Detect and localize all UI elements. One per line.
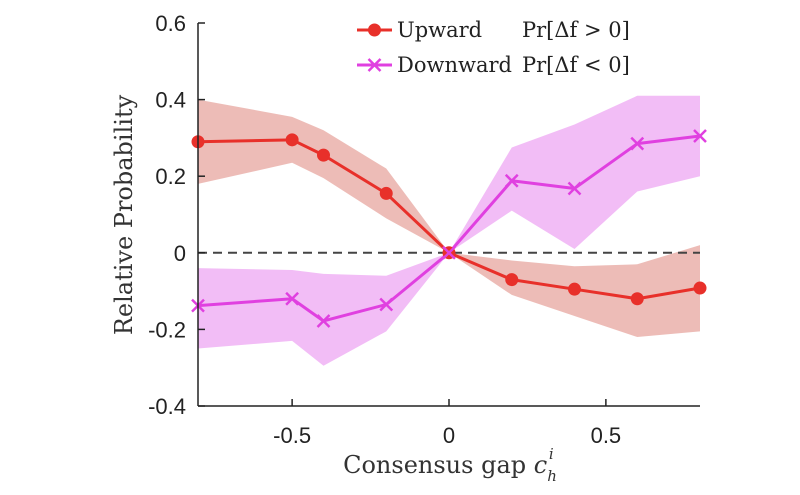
legend-item-upward: Upward Pr[Δf > 0]	[357, 18, 630, 42]
x-tick-label: 0	[443, 423, 455, 448]
downward-confidence-band	[198, 95, 700, 366]
legend-formula: Pr[Δf > 0]	[522, 18, 630, 42]
upward-data-point	[630, 292, 644, 306]
legend: Upward Pr[Δf > 0] Downward Pr[Δf < 0]	[357, 18, 630, 77]
y-tick-label: 0	[174, 241, 186, 266]
y-tick-label: -0.2	[148, 317, 186, 342]
series-markers	[191, 129, 707, 328]
axes	[197, 22, 700, 407]
legend-series-name: Downward	[397, 53, 512, 77]
x-tick-label: 0.5	[591, 423, 622, 448]
y-tick-label: -0.4	[148, 394, 186, 419]
upward-data-point	[568, 282, 581, 296]
downward-data-point	[504, 173, 519, 188]
downward-data-point	[316, 314, 331, 328]
downward-data-point	[693, 129, 707, 143]
downward-data-point	[567, 181, 582, 196]
y-tick-label: 0.6	[155, 11, 186, 36]
x-tick-label: -0.5	[273, 423, 311, 448]
x-axis-label: Consensus gap chi	[343, 445, 557, 485]
upward-data-point	[317, 148, 330, 162]
legend-swatch-marker	[367, 58, 382, 72]
legend-item-downward: Downward Pr[Δf < 0]	[357, 53, 630, 77]
downward-data-point	[379, 297, 394, 312]
legend-formula: Pr[Δf < 0]	[522, 53, 630, 77]
downward-data-point	[442, 245, 456, 260]
legend-series-name: Upward	[397, 18, 482, 42]
upward-data-point	[505, 273, 519, 287]
upward-data-point	[693, 281, 707, 295]
tick-labels: -0.4 -0.2 0 0.2 0.4 0.6 -0.5 0 0.5	[148, 11, 621, 448]
downward-data-point	[630, 136, 645, 151]
legend-swatch-marker	[368, 23, 381, 37]
y-axis-label: Relative Probability	[110, 94, 138, 335]
confidence-bands	[198, 95, 700, 366]
upward-data-point	[285, 133, 299, 147]
downward-data-point	[285, 291, 300, 306]
y-tick-label: 0.4	[155, 88, 186, 113]
y-tick-label: 0.2	[155, 164, 186, 189]
upward-data-point	[379, 186, 393, 200]
